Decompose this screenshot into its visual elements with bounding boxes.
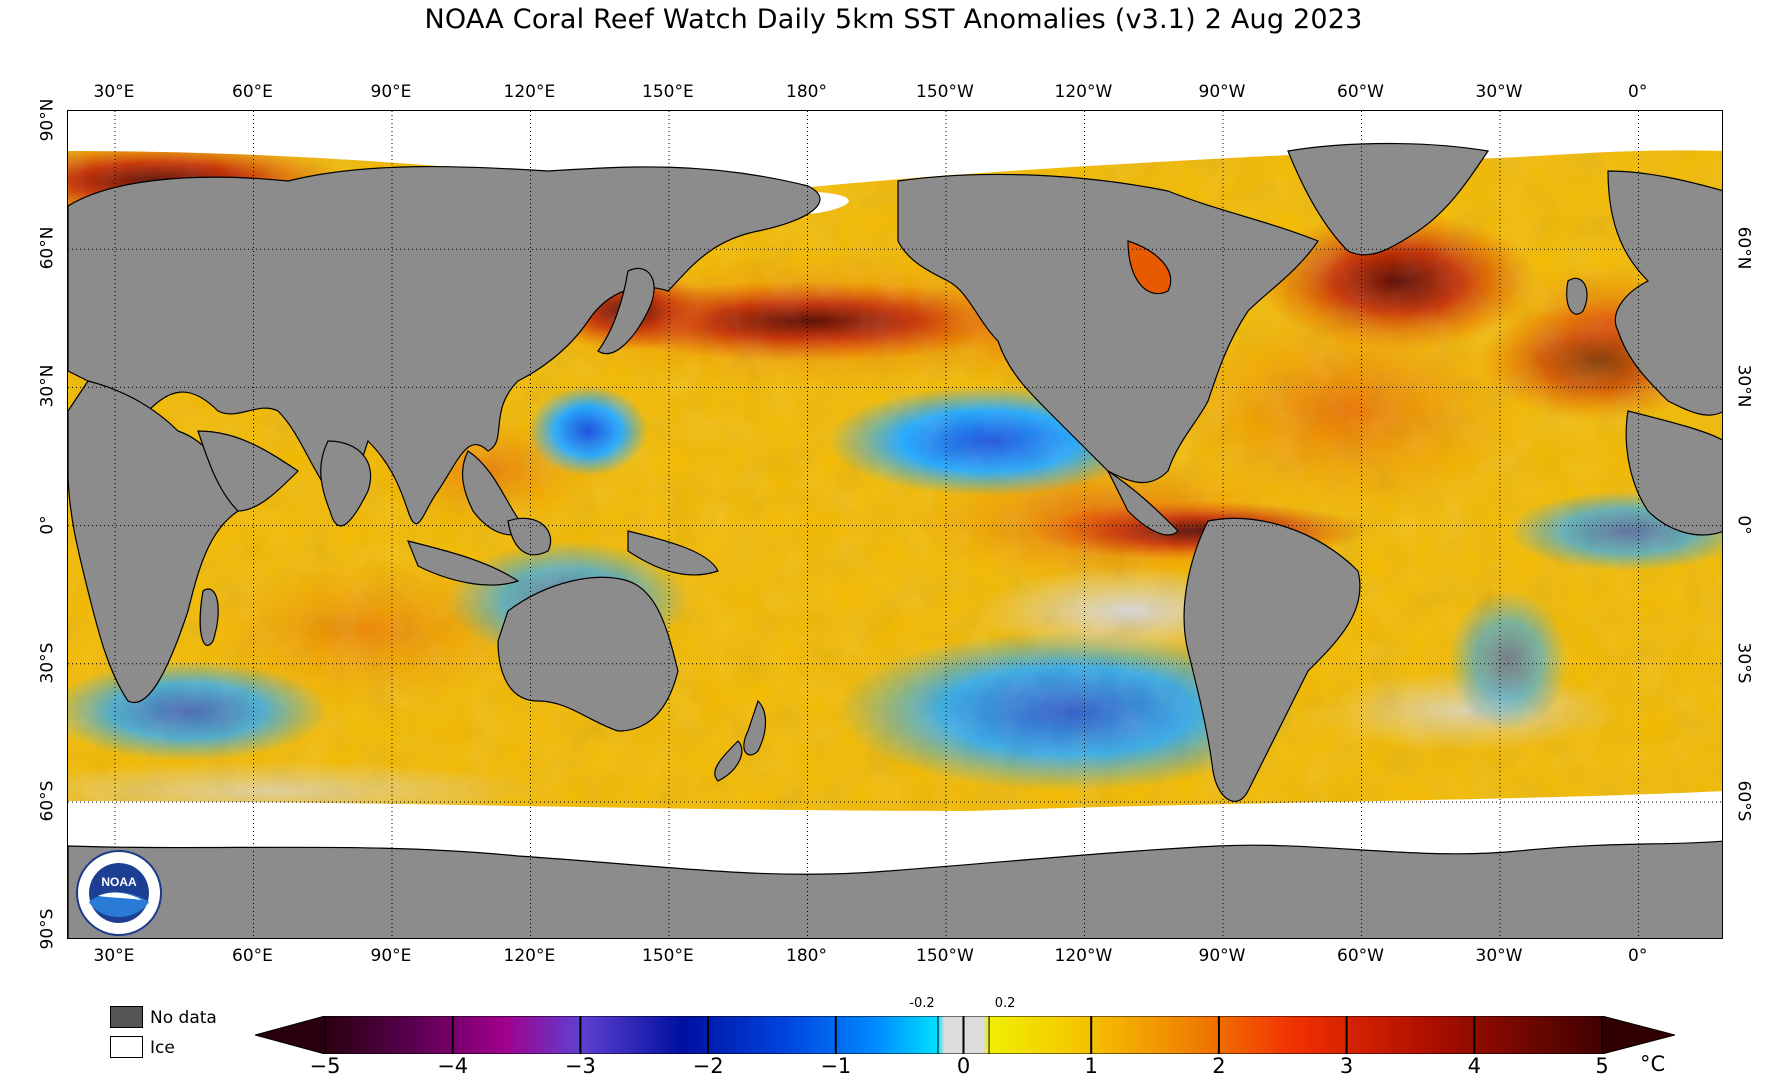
longitude-label-bottom: 60°E — [232, 946, 273, 966]
longitude-label-top: 90°E — [370, 82, 412, 102]
longitude-label-bottom: 150°W — [916, 946, 974, 966]
graticule — [68, 111, 1722, 938]
latitude-label-left: 90°S — [36, 908, 57, 950]
longitude-label-top: 150°E — [642, 82, 694, 102]
longitude-label-bottom: 30°W — [1475, 946, 1523, 966]
colorbar-tick-label: 4 — [1467, 1054, 1481, 1078]
colorbar-tick-label: −3 — [564, 1054, 596, 1078]
no-data-swatch — [110, 1006, 143, 1028]
longitude-label-top: 30°E — [93, 82, 135, 102]
longitude-label-bottom: 150°E — [642, 946, 694, 966]
colorbar-minor-label: -0.2 — [909, 996, 935, 1011]
ice-label: Ice — [150, 1038, 175, 1058]
colorbar-tick-label: −1 — [820, 1054, 852, 1078]
latitude-label-left: 30°N — [36, 364, 57, 408]
longitude-label-top: 120°E — [503, 82, 556, 102]
longitude-label-top: 90°W — [1198, 82, 1246, 102]
colorbar-unit: °C — [1640, 1052, 1666, 1076]
colorbar-tick-label: 3 — [1339, 1054, 1354, 1078]
longitude-label-bottom: 90°W — [1198, 946, 1246, 966]
colorbar-tick-label: 1 — [1084, 1054, 1098, 1078]
latitude-label-right: 30°N — [1732, 364, 1753, 408]
longitude-label-top: 0° — [1628, 82, 1648, 102]
svg-text:NOAA: NOAA — [101, 875, 137, 889]
latitude-label-right: 60°S — [1732, 780, 1753, 822]
longitude-label-bottom: 90°E — [370, 946, 412, 966]
longitude-label-top: 180° — [786, 82, 827, 102]
ice-swatch — [110, 1036, 143, 1058]
colorbar-tick-label: −4 — [437, 1054, 469, 1078]
longitude-label-bottom: 0° — [1628, 946, 1648, 966]
colorbar — [255, 1016, 1675, 1054]
land — [68, 142, 1722, 938]
no-data-label: No data — [150, 1008, 217, 1028]
latitude-label-right: 30°S — [1732, 642, 1753, 684]
sst-anomaly-map — [67, 110, 1723, 939]
latitude-label-left: 0° — [37, 514, 58, 535]
latitude-label-left: 90°N — [36, 98, 57, 142]
map-title: NOAA Coral Reef Watch Daily 5km SST Anom… — [424, 4, 1363, 35]
latitude-label-left: 30°S — [36, 642, 57, 684]
longitude-label-bottom: 120°E — [503, 946, 556, 966]
latitude-label-right: 60°N — [1732, 226, 1753, 270]
longitude-label-bottom: 180° — [786, 946, 827, 966]
longitude-label-top: 60°E — [232, 82, 273, 102]
colorbar-tick-label: 5 — [1595, 1054, 1609, 1078]
longitude-label-bottom: 120°W — [1054, 946, 1113, 966]
longitude-label-top: 30°W — [1475, 82, 1523, 102]
colorbar-tick-label: −5 — [309, 1054, 341, 1078]
noaa-logo: NOAA — [76, 850, 162, 936]
longitude-label-bottom: 60°W — [1337, 946, 1384, 966]
longitude-label-top: 120°W — [1054, 82, 1113, 102]
longitude-label-top: 150°W — [916, 82, 974, 102]
colorbar-tick-label: 2 — [1212, 1054, 1226, 1078]
latitude-label-left: 60°N — [36, 226, 57, 270]
latitude-label-left: 60°S — [36, 780, 57, 822]
colorbar-tick-label: −2 — [692, 1054, 724, 1078]
longitude-label-bottom: 30°E — [93, 946, 135, 966]
colorbar-tick-label: 0 — [956, 1054, 971, 1078]
latitude-label-right: 0° — [1733, 514, 1754, 535]
longitude-label-top: 60°W — [1337, 82, 1384, 102]
colorbar-minor-label: 0.2 — [994, 996, 1016, 1011]
